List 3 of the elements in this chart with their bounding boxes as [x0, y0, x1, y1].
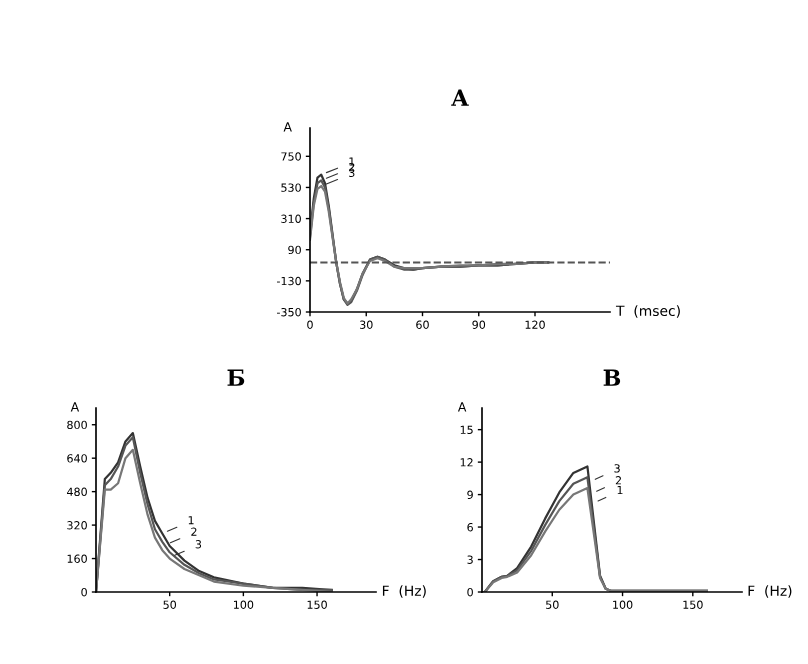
chart-title: А [451, 89, 469, 106]
chart-title: В [603, 369, 621, 386]
chart-title: Б [227, 369, 245, 386]
